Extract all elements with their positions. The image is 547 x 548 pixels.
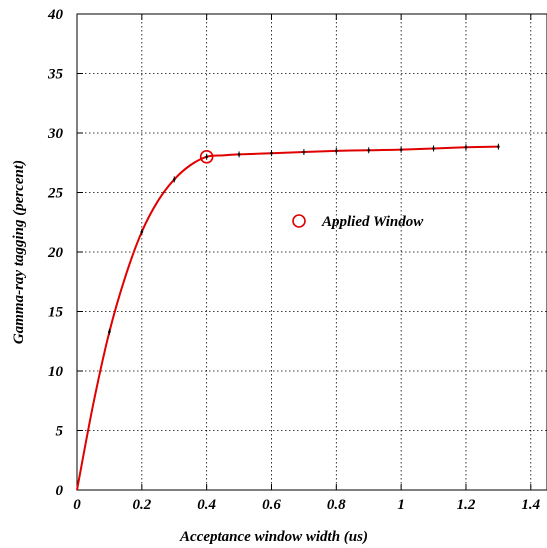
x-tick-label: 1.4	[521, 497, 540, 513]
y-tick-label: 5	[56, 424, 64, 440]
y-tick-label: 40	[47, 7, 64, 23]
data-point	[367, 148, 371, 152]
x-tick-label: 0.6	[262, 497, 281, 513]
legend-marker	[292, 214, 306, 228]
y-tick-label: 25	[47, 186, 64, 202]
x-tick-label: 0	[73, 497, 81, 513]
data-point	[335, 149, 338, 153]
data-point	[464, 145, 468, 149]
data-point	[432, 147, 435, 150]
data-point	[237, 153, 241, 156]
legend: Applied Window	[292, 214, 424, 230]
y-axis-title: Gamma-ray tagging (percent)	[11, 160, 27, 344]
legend-label: Applied Window	[321, 214, 424, 230]
applied-window-marker	[199, 150, 214, 164]
ticks	[76, 13, 532, 491]
data-point	[205, 155, 208, 159]
data-point	[497, 145, 500, 148]
data-point	[302, 150, 306, 154]
data-point	[108, 330, 111, 334]
plot-frame	[76, 13, 547, 491]
x-tick-label: 1.2	[457, 497, 476, 513]
x-tick-labels: 0 0.2 0.4 0.6 0.8 1 1.2 1.4	[73, 497, 540, 513]
data-point	[270, 151, 273, 155]
y-tick-label: 0	[56, 483, 64, 499]
y-tick-label: 15	[48, 305, 64, 321]
y-tick-label: 35	[47, 67, 64, 83]
grid	[77, 14, 547, 490]
data-point	[399, 148, 403, 151]
x-tick-label: 0.4	[197, 497, 216, 513]
y-tick-label: 30	[47, 126, 64, 142]
data-point	[140, 230, 144, 234]
y-tick-label: 10	[48, 364, 64, 380]
fit-curve	[76, 145, 499, 491]
y-tick-label: 20	[47, 245, 64, 261]
data-point	[172, 178, 176, 181]
y-tick-labels: 0 5 10 15 20 25 30 35 40	[47, 7, 64, 499]
data-points	[108, 143, 500, 335]
x-tick-label: 1	[397, 497, 405, 513]
x-tick-label: 0.2	[132, 497, 151, 513]
x-axis-title: Acceptance window width (us)	[179, 529, 368, 545]
x-tick-label: 0.8	[327, 497, 346, 513]
